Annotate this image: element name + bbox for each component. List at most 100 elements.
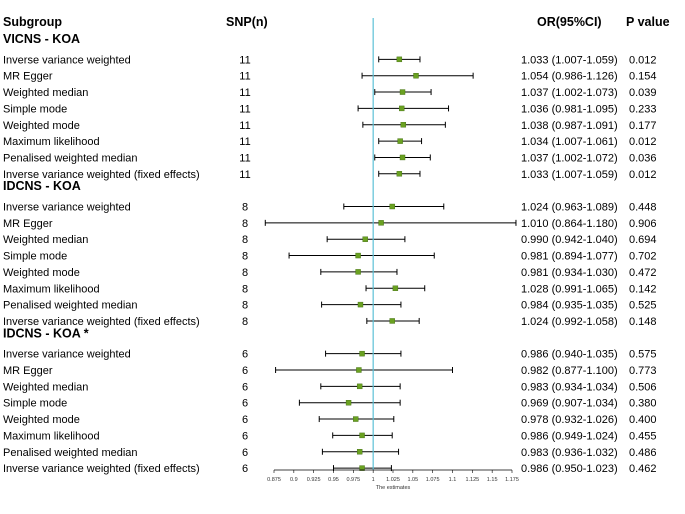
row-method: MR Egger (3, 218, 53, 230)
row-snp: 8 (242, 251, 248, 263)
point-estimate (378, 220, 384, 226)
row-method: Inverse variance weighted (fixed effects… (3, 316, 200, 328)
x-tick-label: 0.95 (328, 477, 339, 483)
row-snp: 6 (242, 463, 248, 475)
row-snp: 6 (242, 398, 248, 410)
x-tick-label: 1.125 (465, 477, 479, 483)
row-method: Maximum likelihood (3, 136, 100, 148)
row-pvalue: 0.177 (629, 120, 657, 132)
point-estimate (400, 122, 407, 128)
row-method: Inverse variance weighted (3, 202, 131, 214)
point-estimate (389, 318, 395, 324)
row-or-ci: 0.983 (0.934-1.034) (521, 381, 618, 393)
x-tick-label: 1.05 (407, 477, 418, 483)
point-estimate (359, 465, 365, 471)
point-estimate (355, 252, 361, 259)
row-pvalue: 0.472 (629, 267, 657, 279)
x-tick-label: 1.15 (487, 477, 498, 483)
row-snp: 8 (242, 234, 248, 246)
row-pvalue: 0.142 (629, 283, 657, 295)
row-method: Weighted mode (3, 120, 80, 132)
row-or-ci: 1.024 (0.963-1.089) (521, 202, 618, 214)
row-method: Weighted median (3, 381, 88, 393)
x-axis-label: The estimates (376, 485, 411, 491)
row-method: Maximum likelihood (3, 283, 100, 295)
row-pvalue: 0.525 (629, 300, 657, 312)
x-tick-label: 1.025 (386, 477, 400, 483)
row-pvalue: 0.702 (629, 251, 657, 263)
row-snp: 6 (242, 349, 248, 361)
group-title: VICNS - KOA (3, 32, 80, 46)
point-estimate (355, 269, 361, 275)
row-pvalue: 0.506 (629, 381, 657, 393)
row-snp: 8 (242, 218, 248, 230)
row-pvalue: 0.012 (629, 136, 657, 148)
point-estimate (392, 285, 399, 291)
row-pvalue: 0.036 (629, 152, 657, 164)
x-tick-label: 1 (372, 477, 375, 483)
point-estimate (356, 367, 362, 373)
row-snp: 8 (242, 202, 248, 214)
row-snp: 11 (239, 87, 250, 99)
row-method: MR Egger (3, 71, 53, 83)
row-or-ci: 1.024 (0.992-1.058) (521, 316, 618, 328)
row-pvalue: 0.154 (629, 71, 657, 83)
row-or-ci: 1.037 (1.002-1.072) (521, 152, 618, 164)
row-method: Weighted mode (3, 267, 80, 279)
row-snp: 6 (242, 447, 248, 459)
row-or-ci: 1.038 (0.987-1.091) (521, 120, 618, 132)
row-pvalue: 0.380 (629, 398, 657, 410)
header-pvalue: P value (626, 15, 670, 29)
row-pvalue: 0.773 (629, 365, 657, 377)
row-pvalue: 0.462 (629, 463, 657, 475)
row-or-ci: 0.982 (0.877-1.100) (521, 365, 618, 377)
x-tick-label: 1.075 (426, 477, 440, 483)
row-or-ci: 0.983 (0.936-1.032) (521, 447, 618, 459)
row-method: Weighted median (3, 87, 88, 99)
row-or-ci: 0.986 (0.940-1.035) (521, 349, 618, 361)
point-estimate (413, 72, 419, 79)
row-snp: 8 (242, 300, 248, 312)
point-estimate (359, 432, 365, 439)
row-snp: 6 (242, 381, 248, 393)
row-method: Inverse variance weighted (3, 54, 131, 66)
row-snp: 11 (239, 136, 250, 148)
point-estimate (345, 400, 352, 406)
row-method: Inverse variance weighted (fixed effects… (3, 463, 200, 475)
row-method: Weighted median (3, 234, 88, 246)
row-snp: 8 (242, 267, 248, 279)
x-tick-label: 1.175 (505, 477, 519, 483)
row-or-ci: 1.036 (0.981-1.095) (521, 103, 618, 115)
point-estimate (399, 89, 406, 95)
row-snp: 11 (239, 54, 250, 66)
header-or: OR(95%CI) (537, 15, 602, 29)
row-pvalue: 0.233 (629, 103, 657, 115)
point-estimate (359, 350, 365, 357)
point-estimate (397, 138, 403, 144)
point-estimate (399, 154, 406, 161)
row-pvalue: 0.012 (629, 169, 657, 181)
row-snp: 8 (242, 283, 248, 295)
row-or-ci: 1.028 (0.991-1.065) (521, 283, 618, 295)
row-snp: 6 (242, 414, 248, 426)
point-estimate (399, 105, 405, 112)
row-method: Penalised weighted median (3, 300, 138, 312)
row-or-ci: 0.981 (0.934-1.030) (521, 267, 618, 279)
row-or-ci: 0.981 (0.894-1.077) (521, 251, 618, 263)
row-or-ci: 0.984 (0.935-1.035) (521, 300, 618, 312)
point-estimate (357, 301, 364, 308)
row-pvalue: 0.486 (629, 447, 657, 459)
point-estimate (356, 383, 363, 390)
row-or-ci: 1.033 (1.007-1.059) (521, 54, 618, 66)
row-snp: 11 (239, 71, 250, 83)
point-estimate (356, 449, 363, 455)
row-method: Simple mode (3, 251, 67, 263)
row-or-ci: 0.990 (0.942-1.040) (521, 234, 618, 246)
header-snp: SNP(n) (226, 15, 268, 29)
row-snp: 11 (239, 169, 250, 181)
x-tick-label: 1.1 (449, 477, 457, 483)
row-pvalue: 0.694 (629, 234, 657, 246)
row-or-ci: 1.037 (1.002-1.073) (521, 87, 618, 99)
row-snp: 6 (242, 430, 248, 442)
